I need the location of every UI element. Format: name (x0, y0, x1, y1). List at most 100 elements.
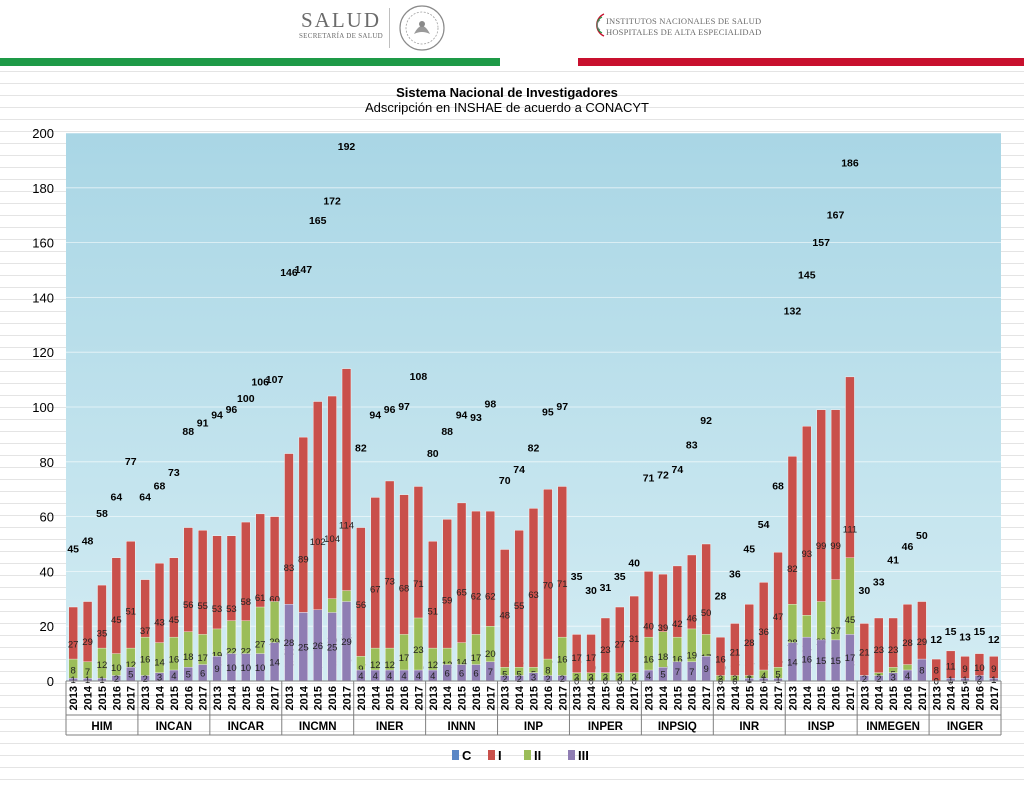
segment-label: 15 (816, 656, 827, 667)
bars: 9278145112971481035121587451026495112577… (67, 141, 999, 688)
segment-label: 2 (862, 674, 867, 685)
total-label: 35 (571, 571, 583, 583)
group-label: INPER (588, 721, 624, 733)
total-label: 74 (513, 464, 525, 476)
segment-label: 8 (919, 666, 924, 677)
segment-label: 37 (140, 626, 151, 637)
segment-label: 12 (384, 660, 395, 671)
segment-label: 10 (226, 663, 237, 674)
segment-label: 6 (473, 668, 478, 679)
segment-label: 2 (977, 674, 982, 685)
segment-label: 0 (603, 677, 608, 688)
total-label: 172 (323, 196, 341, 208)
segment-label: 3 (632, 672, 637, 683)
segment-label: 104 (324, 534, 340, 545)
segment-label: 5 (186, 670, 191, 681)
group-label: INER (376, 721, 404, 733)
segment-label: 4 (905, 671, 910, 682)
year-tick-label: 2016 (111, 686, 123, 710)
segment-label: 55 (514, 601, 525, 612)
segment-label: 46 (686, 613, 697, 624)
segment-label: 4 (401, 671, 406, 682)
segment-label: 2 (516, 674, 521, 685)
year-tick-label: 2015 (313, 686, 325, 710)
total-label: 77 (125, 456, 137, 468)
segment-label: 18 (658, 652, 669, 663)
total-label: 30 (585, 585, 597, 597)
legend-label: III (578, 748, 589, 763)
year-tick-label: 2013 (787, 686, 799, 710)
segment-label: 31 (629, 634, 640, 645)
segment-label: 2 (114, 674, 119, 685)
year-tick-label: 2015 (241, 686, 253, 710)
year-tick-label: 2017 (485, 686, 497, 710)
total-label: 80 (427, 448, 439, 460)
segment-label: 82 (787, 564, 798, 575)
year-tick-label: 2017 (413, 686, 425, 710)
year-tick-label: 2017 (701, 686, 713, 710)
segment-label: 62 (471, 592, 482, 603)
y-tick-label: 160 (32, 236, 54, 251)
group-label: INR (739, 721, 760, 733)
segment-label: 36 (758, 627, 769, 638)
year-tick-label: 2013 (644, 686, 656, 710)
segment-label: 70 (543, 581, 554, 592)
segment-label: 17 (586, 653, 597, 664)
segment-label: 16 (672, 655, 683, 666)
total-label: 145 (798, 270, 816, 282)
year-tick-label: 2015 (385, 686, 397, 710)
year-tick-label: 2015 (529, 686, 541, 710)
segment-label: 63 (528, 590, 539, 601)
year-tick-label: 2014 (874, 685, 886, 710)
segment-label: 2 (545, 674, 550, 685)
salud-subtitle: SECRETARÍA DE SALUD (298, 32, 384, 40)
year-tick-label: 2013 (716, 686, 728, 710)
year-tick-label: 2014 (442, 685, 454, 710)
y-tick-label: 80 (40, 455, 54, 470)
segment-label: 4 (171, 671, 176, 682)
segment-label: 42 (672, 619, 683, 630)
segment-label: 23 (873, 645, 884, 656)
chart-title: Sistema Nacional de Investigadores (396, 85, 618, 100)
year-tick-label: 2013 (356, 686, 368, 710)
segment-label: 111 (843, 524, 857, 535)
total-label: 48 (82, 535, 94, 547)
year-tick-label: 2017 (198, 686, 210, 710)
year-tick-label: 2014 (802, 685, 814, 710)
total-label: 83 (686, 440, 698, 452)
segment-label: 25 (298, 642, 309, 653)
segment-label: 17 (399, 653, 410, 664)
segment-label: 0 (977, 677, 982, 688)
total-label: 72 (657, 470, 669, 482)
salud-wordmark: SALUD (300, 8, 381, 32)
segment-label: 7 (675, 667, 680, 678)
segment-label: 0 (574, 677, 579, 688)
y-tick-label: 140 (32, 290, 54, 305)
segment-label: 20 (485, 649, 496, 660)
year-tick-label: 2017 (989, 686, 1001, 710)
year-tick-label: 2015 (97, 686, 109, 710)
year-tick-label: 2013 (931, 686, 943, 710)
segment-label: 62 (485, 592, 496, 603)
year-tick-label: 2014 (298, 685, 310, 710)
segment-label: 29 (341, 637, 352, 648)
legend: C I II III (452, 748, 589, 763)
total-label: 35 (614, 571, 626, 583)
segment-label: 12 (428, 660, 439, 671)
year-tick-label: 2015 (888, 686, 900, 710)
total-label: 98 (485, 398, 497, 410)
segment-label: 27 (68, 640, 79, 651)
y-tick-label: 200 (32, 126, 54, 141)
year-tick-label: 2013 (284, 686, 296, 710)
segment-label: 23 (413, 645, 424, 656)
year-tick-label: 2014 (83, 685, 95, 710)
year-tick-label: 2016 (687, 686, 699, 710)
group-label: HIM (91, 721, 112, 733)
legend-label: II (534, 748, 541, 763)
segment-label: 4 (373, 671, 378, 682)
legend-label: I (498, 748, 502, 763)
segment-label: 0 (632, 677, 637, 688)
total-label: 58 (96, 508, 108, 520)
segment-label: 59 (442, 596, 453, 607)
group-label: INCMN (299, 721, 337, 733)
